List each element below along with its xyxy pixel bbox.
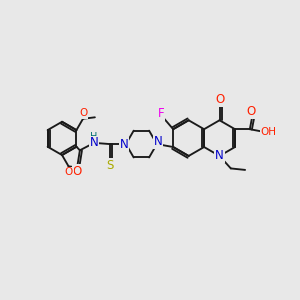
Text: N: N — [89, 136, 98, 149]
Text: N: N — [120, 138, 128, 151]
Text: F: F — [158, 107, 164, 120]
Text: O: O — [246, 105, 255, 118]
Text: N: N — [215, 149, 224, 162]
Text: N: N — [154, 135, 162, 148]
Text: H: H — [90, 132, 98, 142]
Text: S: S — [106, 159, 113, 172]
Text: OH: OH — [261, 127, 277, 136]
Text: O: O — [65, 167, 73, 177]
Text: O: O — [73, 165, 82, 178]
Text: O: O — [79, 108, 87, 118]
Text: O: O — [215, 93, 224, 106]
